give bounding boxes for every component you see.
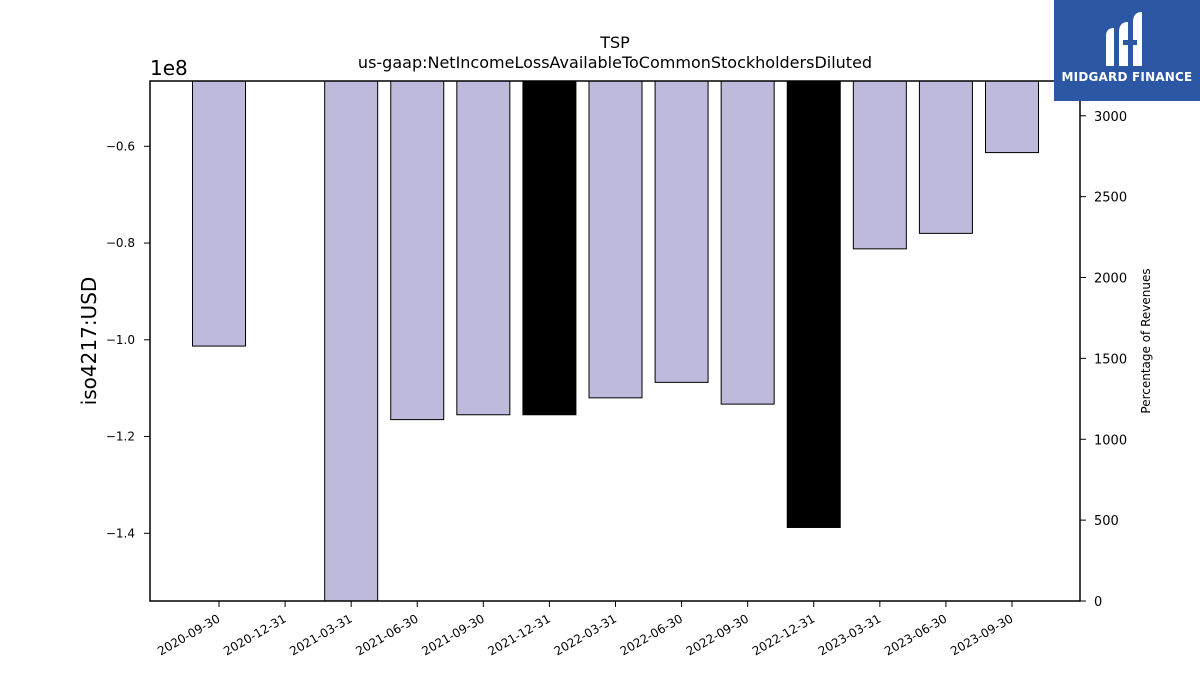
x-axis: 2020-09-302020-12-312021-03-312021-06-30… [155,601,1016,658]
y2-axis-label: Percentage of Revenues [1139,268,1153,413]
x-tick-label: 2020-12-31 [221,611,288,658]
y2-tick-label: 3000 [1094,110,1127,125]
x-tick-label: 2021-12-31 [486,611,553,658]
logo-mark-icon [1106,12,1142,66]
y2-tick-label: 0 [1094,595,1102,610]
x-tick-label: 2020-09-30 [155,611,222,658]
y-tick-label: −0.8 [106,236,135,250]
y-tick-label: −1.0 [106,333,135,347]
y-tick-label: −0.6 [106,139,135,153]
y-axis-label: iso4217:USD [77,277,101,406]
bar [918,80,973,234]
x-tick-label: 2022-12-31 [750,611,817,658]
y2-tick-label: 2500 [1094,191,1127,206]
y2-tick-label: 500 [1094,514,1119,529]
bar [985,80,1039,154]
y-tick-label: −1.4 [106,526,135,540]
bar [324,80,379,602]
brand-logo: MIDGARD FINANCE [1054,0,1200,101]
x-tick-label: 2022-09-30 [684,611,751,658]
y2-axis: 0 500 1000 1500 2000 2500 3000 [1080,110,1127,610]
y-tick-label: −1.2 [106,430,135,444]
logo-text: MIDGARD FINANCE [1061,70,1193,84]
y-offset-label: 1e8 [150,56,188,80]
bar [852,80,907,250]
y2-tick-label: 1000 [1094,433,1127,448]
bar [654,80,709,383]
x-tick-label: 2023-06-30 [882,611,949,658]
x-tick-label: 2021-03-31 [287,611,354,658]
y2-tick-label: 2000 [1094,272,1127,287]
chart-subtitle: us-gaap:NetIncomeLossAvailableToCommonSt… [358,53,872,72]
x-tick-label: 2022-06-30 [618,611,685,658]
x-tick-label: 2023-03-31 [816,611,883,658]
y2-tick-label: 1500 [1094,352,1127,367]
plot-frame [149,80,1081,602]
x-tick-label: 2022-03-31 [552,611,619,658]
x-tick-label: 2021-06-30 [353,611,420,658]
bar [786,80,841,528]
bar [588,80,643,399]
x-tick-label: 2021-09-30 [419,611,486,658]
bar [456,80,511,416]
bar [390,80,445,421]
y-axis: −0.6 −0.8 −1.0 −1.2 −1.4 [106,139,150,540]
chart-title: TSP [599,33,630,52]
bar [192,80,246,347]
bars-group [192,80,1039,602]
x-tick-label: 2023-09-30 [948,611,1015,658]
bar [720,80,775,405]
bar [522,80,577,416]
